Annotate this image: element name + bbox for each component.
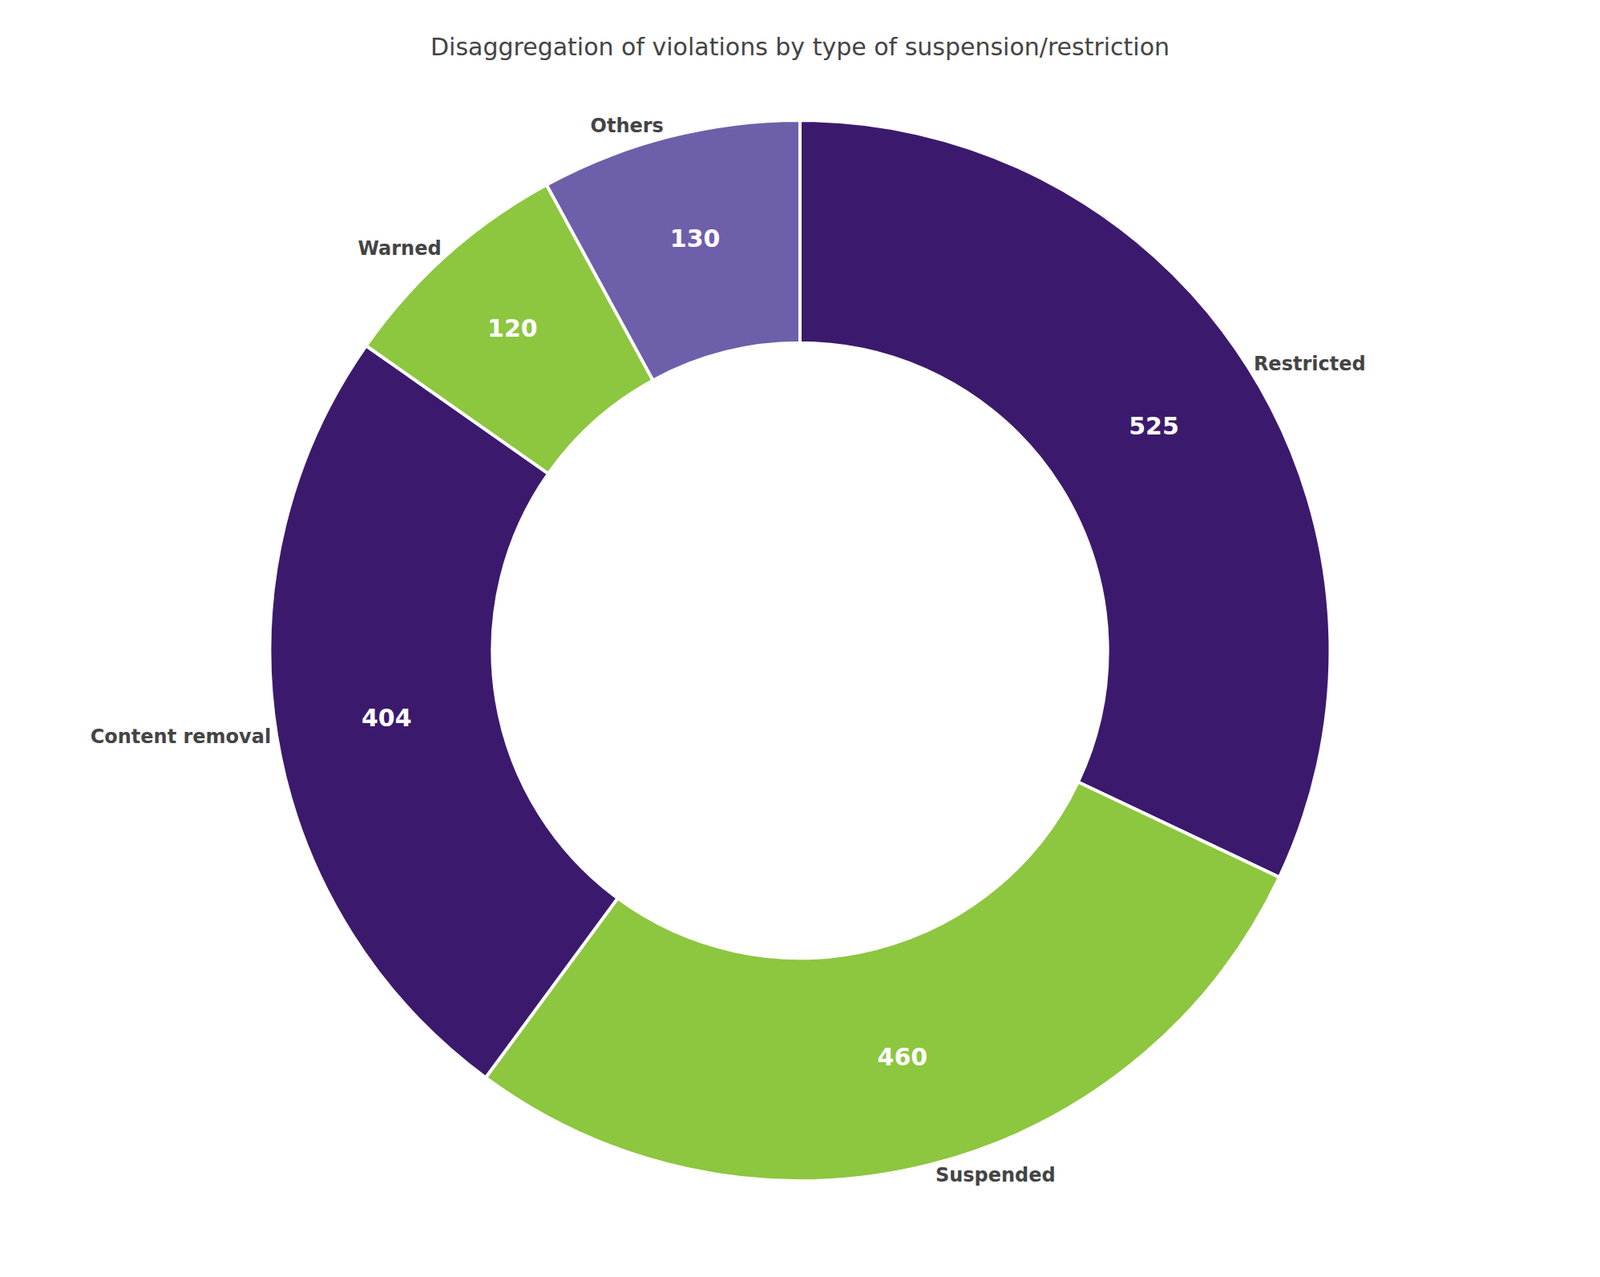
svg-text:130: 130 bbox=[670, 224, 721, 253]
svg-text:404: 404 bbox=[361, 703, 413, 732]
svg-text:Disaggregation of violations b: Disaggregation of violations by type of … bbox=[430, 32, 1170, 61]
svg-text:Others: Others bbox=[590, 114, 664, 138]
svg-text:Warned: Warned bbox=[357, 237, 441, 260]
svg-text:Content removal: Content removal bbox=[90, 725, 272, 748]
svg-text:525: 525 bbox=[1128, 412, 1180, 441]
svg-text:120: 120 bbox=[487, 314, 538, 343]
svg-text:Restricted: Restricted bbox=[1253, 352, 1366, 376]
svg-text:Suspended: Suspended bbox=[935, 1163, 1056, 1187]
svg-text:460: 460 bbox=[877, 1042, 929, 1071]
